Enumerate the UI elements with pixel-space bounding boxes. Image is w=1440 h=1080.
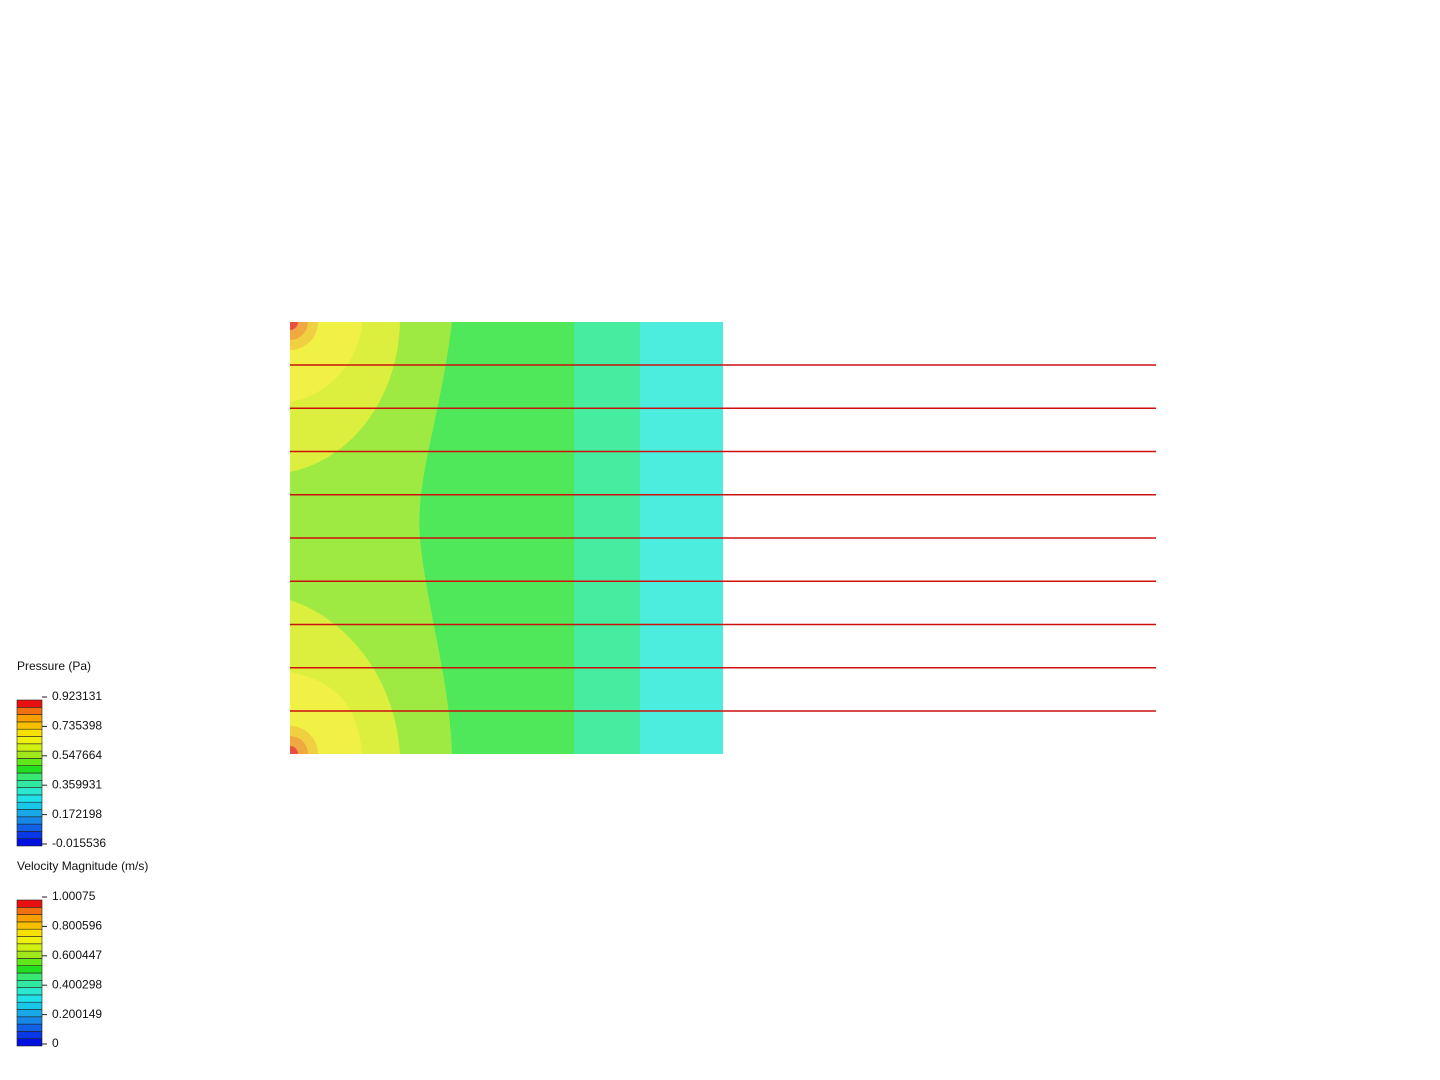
color-bar-segment <box>16 958 43 967</box>
streamlines <box>290 364 1156 712</box>
color-bar-segment <box>16 758 43 767</box>
color-bar-segment <box>16 1023 43 1032</box>
color-bar-segment <box>16 699 43 708</box>
color-bar-segment <box>16 921 43 930</box>
color-bar-segment <box>16 706 43 715</box>
color-bar-segment <box>16 994 43 1003</box>
color-bar-segment <box>16 801 43 810</box>
color-bar-segment <box>16 721 43 730</box>
legend-tick-label: -0.015536 <box>52 836 106 850</box>
legend-tick-label: 0.923131 <box>52 689 102 703</box>
color-bar-segment <box>16 1009 43 1018</box>
color-bar-segment <box>16 728 43 737</box>
color-bar-segment <box>16 838 43 847</box>
color-bar-segment <box>16 928 43 937</box>
color-bar-segment <box>16 936 43 945</box>
color-bar-segment <box>16 943 43 952</box>
color-bar-segment <box>16 779 43 788</box>
color-bar-segment <box>16 899 43 908</box>
color-bar-segment <box>16 772 43 781</box>
color-bar-segment <box>16 794 43 803</box>
legend-tick-label: 0.400298 <box>52 977 102 991</box>
color-bar-segment <box>16 743 43 752</box>
color-bar-segment <box>16 816 43 825</box>
legend-title: Pressure (Pa) <box>17 659 91 673</box>
legend-tick-label: 0 <box>52 1036 59 1050</box>
color-bar-segment <box>16 987 43 996</box>
color-bar-segment <box>16 965 43 974</box>
legend-tick-label: 0.547664 <box>52 748 102 762</box>
legend-tick-label: 0.800596 <box>52 919 102 933</box>
legend-tick-label: 0.600447 <box>52 948 102 962</box>
color-bar-segment <box>16 714 43 723</box>
color-bar-segment <box>16 950 43 959</box>
color-bar-segment <box>16 979 43 988</box>
color-bar-segment <box>16 914 43 923</box>
color-bar-segment <box>16 1038 43 1047</box>
color-bar-segment <box>16 1031 43 1040</box>
color-bar-segment <box>16 1001 43 1010</box>
color-bar-segment <box>16 750 43 759</box>
legend-tick-label: 1.00075 <box>52 889 96 903</box>
color-bar-segment <box>16 787 43 796</box>
color-bar-segment <box>16 809 43 818</box>
color-bar-segment <box>16 736 43 745</box>
legend-tick-label: 0.359931 <box>52 777 102 791</box>
color-bar-segment <box>16 831 43 840</box>
color-bar-segment <box>16 972 43 981</box>
color-bar-segment <box>16 906 43 915</box>
color-bar-segment <box>16 1016 43 1025</box>
legend-tick-label: 0.172198 <box>52 807 102 821</box>
legend-tick-label: 0.735398 <box>52 719 102 733</box>
legend-title: Velocity Magnitude (m/s) <box>17 859 148 873</box>
color-bar-segment <box>16 823 43 832</box>
color-bar-segment <box>16 765 43 774</box>
legend-tick-label: 0.200149 <box>52 1007 102 1021</box>
